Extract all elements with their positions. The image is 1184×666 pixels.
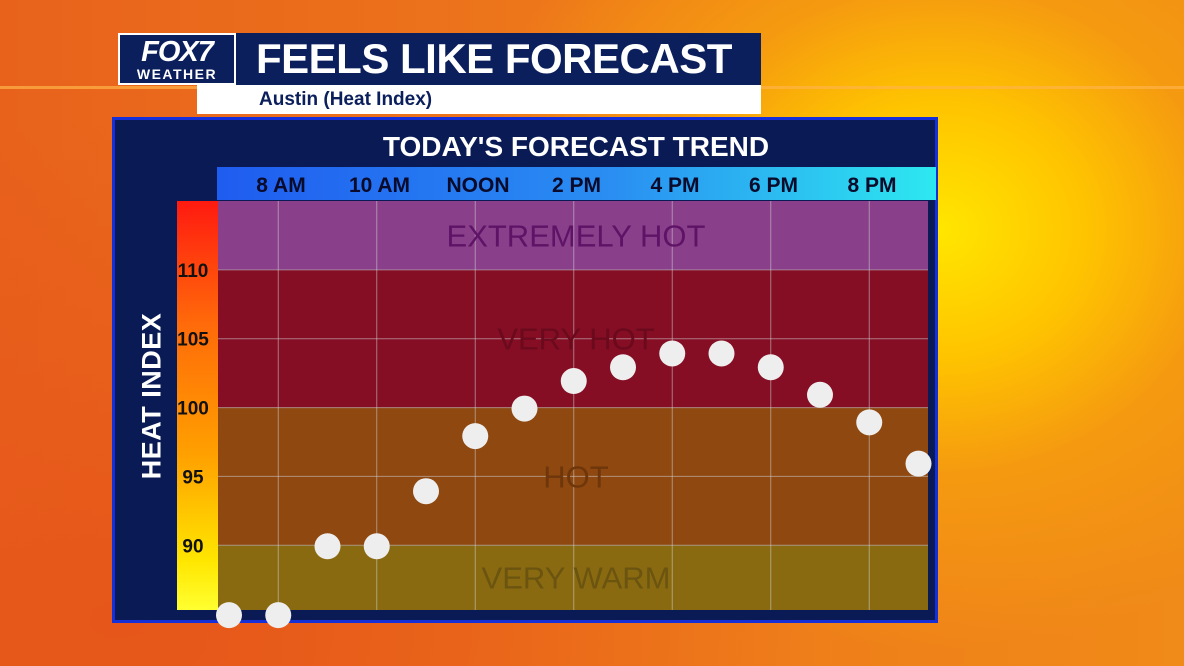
- x-tick-label: 4 PM: [650, 174, 699, 197]
- data-point: [856, 409, 883, 436]
- band-0: [218, 201, 928, 270]
- data-point: [413, 478, 439, 505]
- data-point: [363, 533, 390, 560]
- band-label: HOT: [543, 459, 609, 494]
- time-axis-bar: [217, 167, 936, 200]
- x-tick-label: NOON: [447, 174, 510, 197]
- y-tick-label: 90: [182, 536, 203, 557]
- x-tick-label: 2 PM: [552, 174, 601, 197]
- data-point: [659, 340, 686, 367]
- logo-top-text: FOX7: [141, 36, 214, 68]
- data-point: [511, 395, 538, 422]
- data-point: [807, 381, 833, 408]
- band-label: EXTREMELY HOT: [447, 218, 706, 253]
- y-tick-label: 95: [182, 467, 204, 488]
- page-title: FEELS LIKE FORECAST: [236, 33, 761, 85]
- data-point: [905, 450, 932, 477]
- band-label: VERY HOT: [497, 322, 654, 357]
- y-tick-label: 110: [178, 261, 209, 282]
- heat-color-scale: [177, 201, 218, 610]
- y-tick-label: 105: [177, 330, 209, 351]
- band-3: [218, 545, 928, 610]
- data-point: [265, 602, 292, 629]
- x-tick-label: 6 PM: [749, 174, 798, 197]
- x-tick-label: 10 AM: [349, 174, 410, 197]
- fox7-weather-logo: FOX7 WEATHER: [118, 33, 236, 85]
- data-point: [462, 423, 489, 450]
- x-tick-label: 8 PM: [847, 174, 896, 197]
- data-point: [708, 340, 735, 367]
- chart-title: TODAY'S FORECAST TREND: [382, 131, 770, 162]
- logo-bottom-text: WEATHER: [136, 66, 218, 82]
- band-label: VERY WARM: [482, 561, 671, 596]
- data-point: [757, 354, 784, 381]
- data-point: [216, 602, 242, 629]
- data-point: [610, 354, 636, 381]
- y-tick-label: 100: [177, 399, 209, 420]
- x-tick-label: 8 AM: [256, 174, 305, 197]
- page-subtitle: Austin (Heat Index): [197, 85, 761, 114]
- data-point: [314, 533, 341, 560]
- data-point: [560, 368, 587, 395]
